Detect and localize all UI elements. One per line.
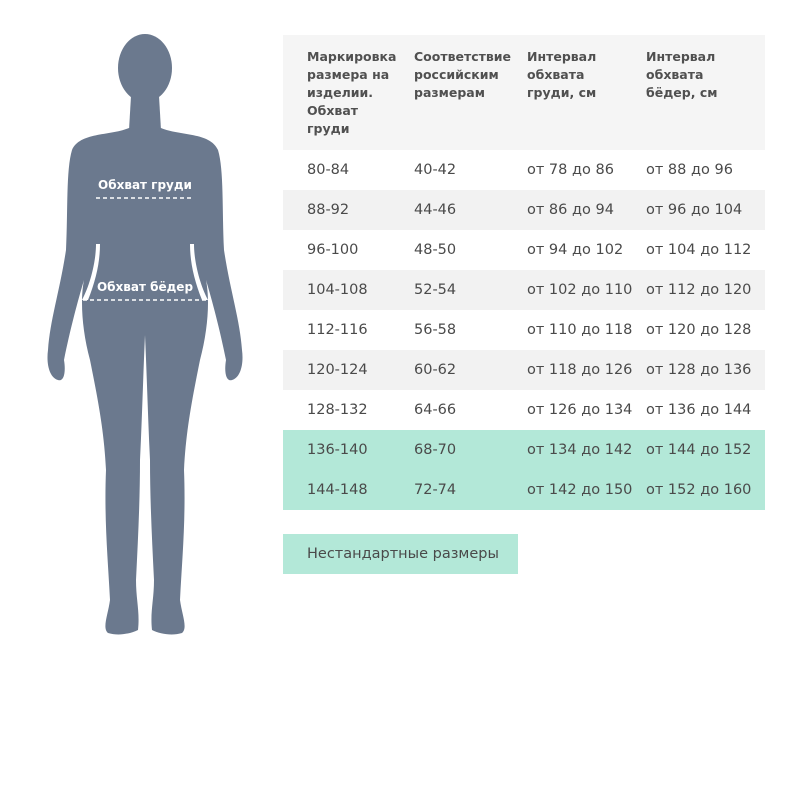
header-chest-range: Интервал обхвата груди, см: [527, 49, 597, 100]
cell-size-marking: 96-100: [307, 242, 359, 258]
cell-hips-range: от 104 до 112: [646, 242, 752, 258]
hips-label: Обхват бёдер: [96, 280, 194, 294]
table-row: 136-140 68-70 от 134 до 142 от 144 до 152: [283, 430, 765, 470]
header-hips-range: Интервал обхвата бёдер, см: [646, 49, 718, 100]
table-row: 96-100 48-50 от 94 до 102 от 104 до 112: [283, 230, 765, 270]
cell-russian-size: 40-42: [414, 162, 457, 178]
body-silhouette: [47, 34, 243, 635]
cell-chest-range: от 118 до 126: [527, 362, 633, 378]
cell-size-marking: 120-124: [307, 362, 368, 378]
cell-chest-range: от 102 до 110: [527, 282, 633, 298]
cell-chest-range: от 126 до 134: [527, 402, 633, 418]
cell-russian-size: 68-70: [414, 442, 457, 458]
cell-chest-range: от 86 до 94: [527, 202, 614, 218]
cell-size-marking: 104-108: [307, 282, 368, 298]
header-marking: Маркировка размера на изделии. Обхват гр…: [307, 49, 397, 136]
cell-size-marking: 128-132: [307, 402, 368, 418]
table-row: 144-148 72-74 от 142 до 150 от 152 до 160: [283, 470, 765, 510]
cell-hips-range: от 88 до 96: [646, 162, 733, 178]
cell-russian-size: 48-50: [414, 242, 457, 258]
cell-size-marking: 80-84: [307, 162, 350, 178]
cell-hips-range: от 128 до 136: [646, 362, 752, 378]
cell-size-marking: 112-116: [307, 322, 368, 338]
table-row: 80-84 40-42 от 78 до 86 от 88 до 96: [283, 150, 765, 190]
chest-label: Обхват груди: [98, 178, 192, 192]
cell-chest-range: от 78 до 86: [527, 162, 614, 178]
nonstandard-sizes-button[interactable]: Нестандартные размеры: [283, 534, 518, 574]
cell-size-marking: 144-148: [307, 482, 368, 498]
table-row: 112-116 56-58 от 110 до 118 от 120 до 128: [283, 310, 765, 350]
cell-hips-range: от 152 до 160: [646, 482, 752, 498]
cell-hips-range: от 136 до 144: [646, 402, 752, 418]
cell-russian-size: 56-58: [414, 322, 457, 338]
cell-hips-range: от 144 до 152: [646, 442, 752, 458]
table-row: 120-124 60-62 от 118 до 126 от 128 до 136: [283, 350, 765, 390]
table-header: Маркировка размера на изделии. Обхват гр…: [283, 35, 765, 150]
cell-russian-size: 64-66: [414, 402, 457, 418]
cell-russian-size: 60-62: [414, 362, 457, 378]
cell-russian-size: 72-74: [414, 482, 457, 498]
cell-hips-range: от 112 до 120: [646, 282, 752, 298]
cell-russian-size: 44-46: [414, 202, 457, 218]
table-row: 128-132 64-66 от 126 до 134 от 136 до 144: [283, 390, 765, 430]
header-russian-size: Соответствие российским размерам: [414, 49, 512, 100]
cell-size-marking: 136-140: [307, 442, 368, 458]
cell-hips-range: от 120 до 128: [646, 322, 752, 338]
cell-size-marking: 88-92: [307, 202, 350, 218]
size-table: Маркировка размера на изделии. Обхват гр…: [283, 35, 765, 510]
cell-russian-size: 52-54: [414, 282, 457, 298]
cell-chest-range: от 142 до 150: [527, 482, 633, 498]
table-row: 88-92 44-46 от 86 до 94 от 96 до 104: [283, 190, 765, 230]
cell-hips-range: от 96 до 104: [646, 202, 743, 218]
cell-chest-range: от 134 до 142: [527, 442, 633, 458]
cell-chest-range: от 94 до 102: [527, 242, 624, 258]
cell-chest-range: от 110 до 118: [527, 322, 633, 338]
table-row: 104-108 52-54 от 102 до 110 от 112 до 120: [283, 270, 765, 310]
